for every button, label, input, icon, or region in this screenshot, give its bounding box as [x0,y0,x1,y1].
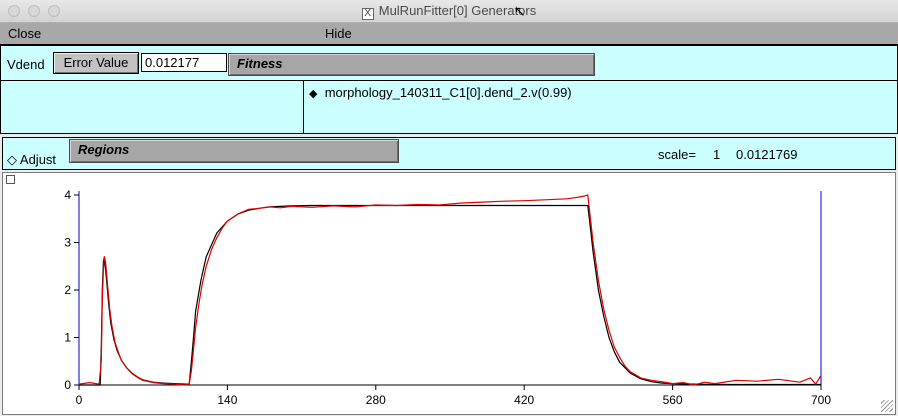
list-divider [303,81,304,133]
list-item-label: morphology_140311_C1[0].dend_2.v(0.99) [324,85,572,100]
adjust-toggle[interactable]: ◇ Adjust [7,152,56,168]
list-item[interactable]: ◆ morphology_140311_C1[0].dend_2.v(0.99) [309,85,572,100]
x11-icon: X [361,8,374,20]
menu-bar: Close Hide [0,23,898,45]
scale-error-value: 0.0121769 [736,147,798,162]
minimize-window-icon[interactable] [28,5,40,17]
fitness-bar[interactable]: Fitness [228,53,595,76]
window-title: MulRunFitter[0] Generators [378,3,537,18]
diamond-selected-icon: ◆ [309,88,318,100]
line-chart: 0 140 280 420 560 700 0 1 2 3 4 [64,188,831,407]
x-tick-label-0: 0 [76,393,83,407]
y-tick-label-1: 1 [64,331,71,345]
x-tick-label-3: 420 [514,393,534,407]
x-tick-label-2: 280 [366,393,386,407]
scale-label: scale= [658,147,696,162]
close-menu-item[interactable]: Close [8,26,42,41]
x-tick-label-5: 700 [811,393,831,407]
diamond-unchecked-icon: ◇ [7,152,17,167]
scale-value: 1 [713,147,721,162]
window-title-wrap: X MulRunFitter[0] Generators [0,3,898,20]
title-bar: X MulRunFitter[0] Generators ↖ [0,0,898,23]
error-value-field[interactable]: 0.012177 [141,53,227,72]
y-tick-label-3: 3 [64,236,71,250]
error-value-button[interactable]: Error Value [53,52,139,74]
x-tick-label-4: 560 [663,393,683,407]
generator-list-panel: ◆ morphology_140311_C1[0].dend_2.v(0.99) [0,80,898,134]
y-tick-label-2: 2 [64,283,71,297]
close-window-icon[interactable] [8,5,20,17]
zoom-window-icon[interactable] [48,5,60,17]
series-line-1 [78,194,822,386]
resize-grip-icon[interactable] [881,400,893,412]
adjust-label: Adjust [19,152,57,167]
mouse-cursor-icon: ↖ [514,3,526,19]
y-tick-label-0: 0 [64,378,71,392]
series-line-0 [79,204,821,386]
graph-canvas[interactable]: 0 140 280 420 560 700 0 1 2 3 4 [2,172,896,415]
graph-menu-box[interactable] [6,175,15,184]
regions-panel: ◇ Adjust Regions scale= 1 0.0121769 [2,137,896,170]
regions-bar[interactable]: Regions [69,139,399,163]
y-tick-label-4: 4 [64,188,71,202]
fitness-panel: Vdend Error Value 0.012177 Fitness [0,45,898,81]
variable-label: Vdend [7,57,45,72]
x-tick-label-1: 140 [217,393,237,407]
hide-menu-item[interactable]: Hide [325,26,352,41]
